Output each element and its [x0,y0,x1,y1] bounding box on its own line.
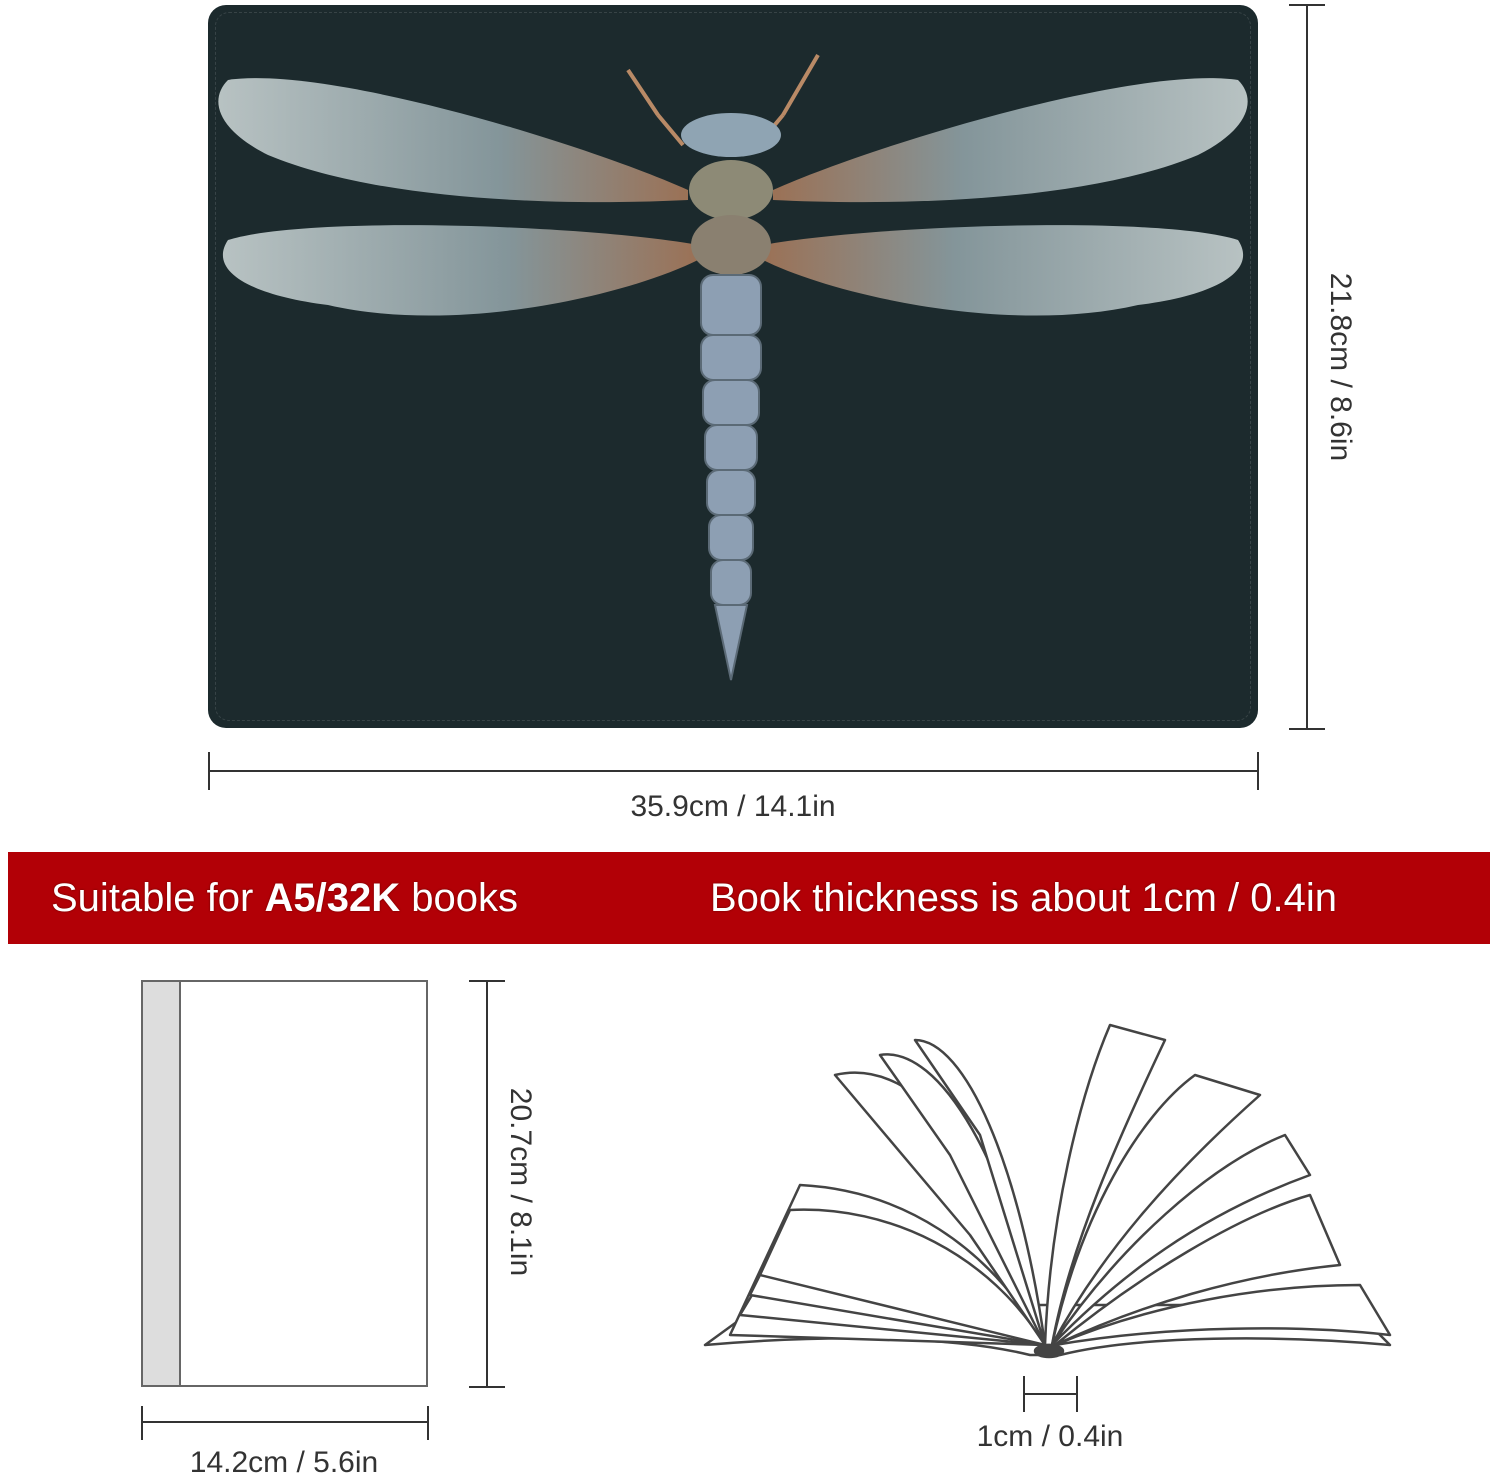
dimension-tick [427,1406,429,1440]
wing-left-lower [222,225,698,316]
dimension-tick [1257,752,1259,790]
book-spine [143,982,181,1385]
book-height-line [486,980,488,1387]
dragonfly-illustration [218,53,1248,681]
thickness-text: Book thickness is about 1cm / 0.4in [710,876,1337,920]
thickness-line [1023,1393,1077,1395]
wing-right-lower [763,225,1244,316]
wing-left-upper [218,78,689,203]
open-book-icon [703,1023,1392,1359]
dimension-tick [469,1386,505,1388]
wing-right-upper [773,78,1248,203]
cover-width-line [208,770,1258,772]
closed-book-diagram [141,980,428,1387]
cover-height-line [1306,5,1308,729]
book-width-line [141,1421,428,1423]
suitable-text: Suitable for A5/32K books [51,876,518,920]
cover-height-label: 21.8cm / 8.6in [1324,272,1357,462]
book-height-label: 20.7cm / 8.1in [504,1087,537,1277]
info-banner: Suitable for A5/32K books Book thickness… [8,852,1490,944]
cover-width-label: 35.9cm / 14.1in [630,790,836,823]
dimension-tick [1076,1376,1078,1412]
book-width-label: 14.2cm / 5.6in [189,1446,379,1479]
dimension-tick [1289,728,1325,730]
dimension-tick [141,1406,143,1440]
book-cover-image [208,5,1258,728]
book-thickness-label: 1cm / 0.4in [976,1420,1124,1453]
